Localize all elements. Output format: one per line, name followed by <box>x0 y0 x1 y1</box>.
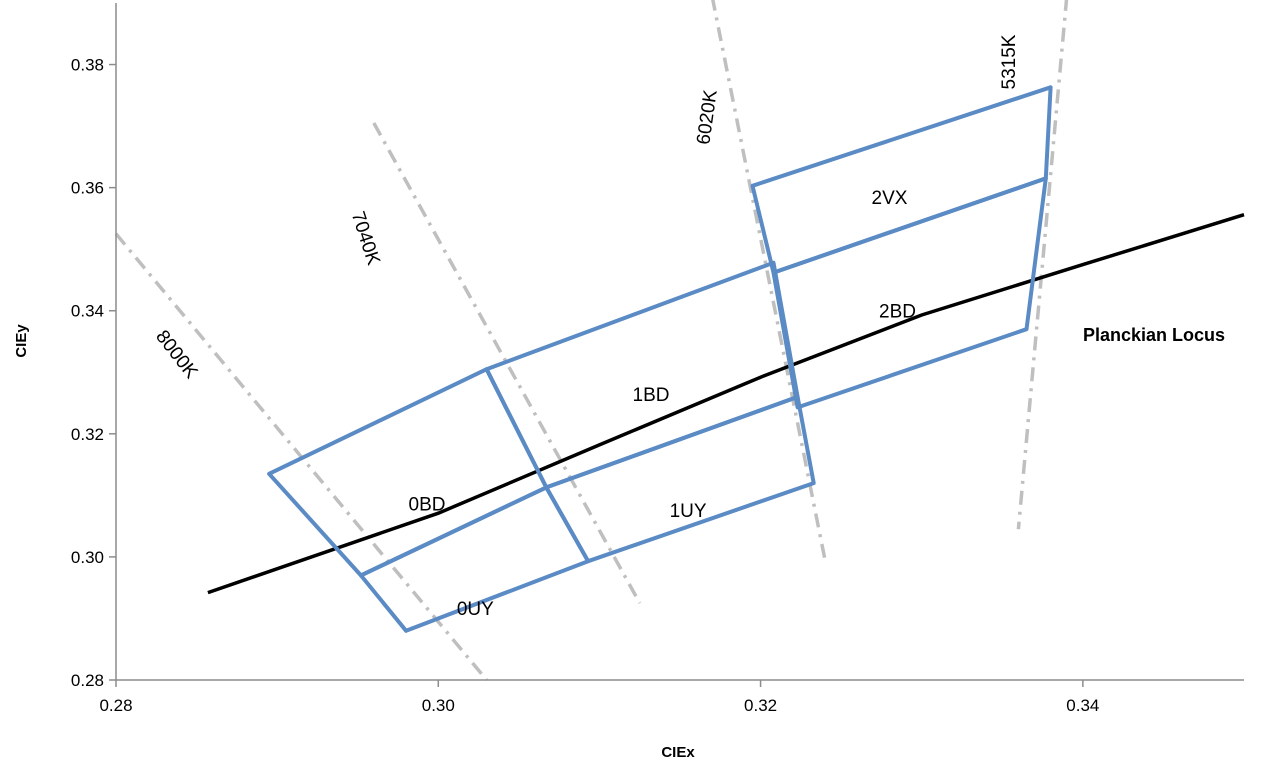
bin-label-0uy: 0UY <box>457 599 494 620</box>
annotations: 8000K 7040K 6020K 5315K Planckian Locus 0BD 0U… <box>151 34 1225 620</box>
y-tick-label: 0.34 <box>71 302 104 321</box>
y-tick-label: 0.30 <box>71 548 104 567</box>
x-tick-label: 0.32 <box>744 696 777 715</box>
isotherm-label-7040k: 7040K <box>347 209 384 268</box>
x-tick-label: 0.34 <box>1066 696 1099 715</box>
bin-2vx <box>750 85 1053 275</box>
axes <box>115 3 1244 681</box>
x-axis-title: CIEx <box>661 744 695 761</box>
bin-grid <box>267 85 1053 633</box>
bin-label-1uy: 1UY <box>670 501 707 522</box>
y-axis-title: CIEy <box>13 324 30 358</box>
bin-label-1bd: 1BD <box>633 385 670 406</box>
planckian-locus-label: Planckian Locus <box>1083 325 1225 345</box>
isotherm-5315k <box>1016 0 1069 530</box>
y-tick-label: 0.28 <box>71 671 104 690</box>
bin-1uy <box>544 394 816 564</box>
isotherm-label-5315k: 5315K <box>999 34 1020 89</box>
bin-label-0bd: 0BD <box>409 494 446 515</box>
isotherm-7040k <box>372 122 642 604</box>
isotherm-label-8000k: 8000K <box>151 326 202 382</box>
y-tick-label: 0.38 <box>71 56 104 75</box>
x-tick-label: 0.30 <box>422 696 455 715</box>
y-tick-label: 0.32 <box>71 425 104 444</box>
bin-label-2vx: 2VX <box>872 188 908 209</box>
y-tick-label: 0.36 <box>71 179 104 198</box>
bin-0bd <box>267 367 549 578</box>
bin-label-2bd: 2BD <box>879 302 916 323</box>
planckian-locus-line <box>207 213 1245 595</box>
isotherm-lines <box>114 0 1069 682</box>
isotherm-6020k <box>711 0 827 561</box>
bin-2bd <box>771 176 1048 410</box>
x-tick-label: 0.28 <box>99 696 132 715</box>
isotherm-label-6020k: 6020K <box>693 88 721 146</box>
planckian-locus <box>207 213 1245 595</box>
tick-labels: 0.28 0.30 0.32 0.34 0.28 0.30 0.32 0.34 0.36 0.38 <box>71 56 1099 715</box>
